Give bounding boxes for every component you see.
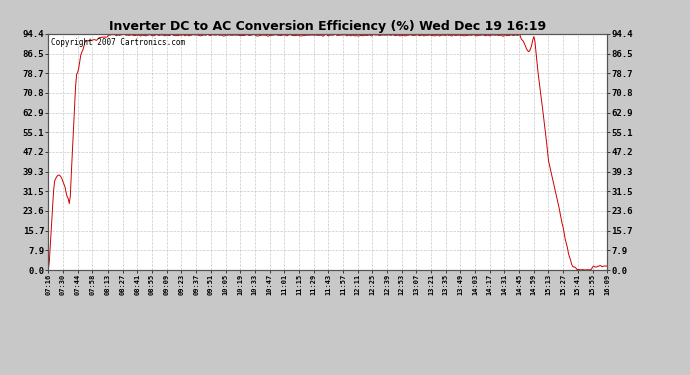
- Text: Copyright 2007 Cartronics.com: Copyright 2007 Cartronics.com: [51, 39, 185, 48]
- Title: Inverter DC to AC Conversion Efficiency (%) Wed Dec 19 16:19: Inverter DC to AC Conversion Efficiency …: [109, 20, 546, 33]
